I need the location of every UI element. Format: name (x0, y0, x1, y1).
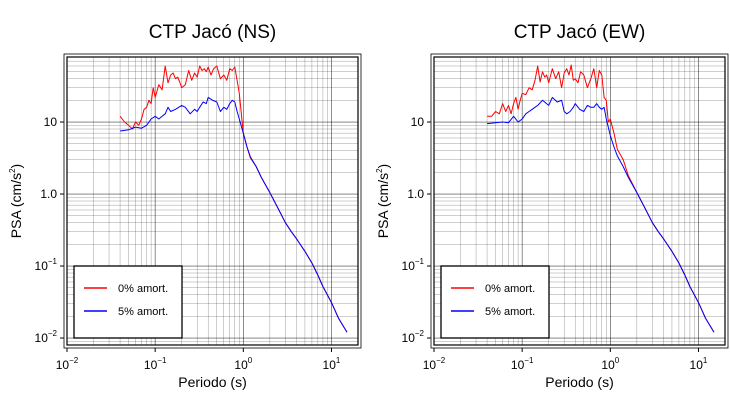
x-tick-label-exp: 0 (248, 356, 253, 365)
y-tick-label-exp: −2 (48, 329, 58, 338)
x-tick-label-base: 10 (511, 358, 525, 372)
x-tick-label-exp: −1 (524, 356, 534, 365)
grid (66, 56, 359, 346)
y-tick-label-base: 10 (35, 331, 49, 345)
y-axis-label-main: PSA (cm/s (375, 173, 391, 238)
y-axis-label: PSA (cm/s2) (375, 164, 391, 238)
y-tick-label-exp: −1 (415, 257, 425, 266)
x-tick-label: 101 (323, 356, 341, 372)
legend: 0% amort. 5% amort. (73, 265, 183, 339)
y-tick-label-base: 10 (35, 259, 49, 273)
x-tick-label-exp: −1 (157, 356, 167, 365)
plot-frame-outer (430, 53, 729, 349)
y-tick-label: 10−1 (402, 257, 425, 273)
y-axis-label-main: PSA (cm/s (8, 173, 24, 238)
plot-frame (433, 56, 726, 346)
legend-box (440, 265, 550, 339)
x-tick-label-base: 10 (601, 358, 615, 372)
x-tick-label-base: 10 (144, 358, 158, 372)
legend-box (73, 265, 183, 339)
y-tick-label-exp: −1 (48, 257, 58, 266)
x-tick-label-base: 10 (323, 358, 337, 372)
series-line (120, 96, 348, 333)
y-tick-label-base: 10 (402, 259, 416, 273)
y-axis-label: PSA (cm/s2) (8, 164, 24, 238)
y-tick-label: 10−2 (402, 329, 425, 345)
y-tick-label-exp: −2 (415, 329, 425, 338)
y-tick-label: 10−2 (35, 329, 58, 345)
y-tick-label: 1.0 (407, 187, 424, 201)
y-tick-label-base: 10 (402, 331, 416, 345)
plot-frame (66, 56, 359, 346)
y-tick-label: 10−1 (35, 257, 58, 273)
x-tick-label: 100 (234, 356, 252, 372)
legend-label: 5% amort. (485, 306, 535, 318)
legend: 0% amort. 5% amort. (440, 265, 550, 339)
legend-label: 5% amort. (118, 306, 168, 318)
chart-title: CTP Jacó (EW) (514, 22, 646, 43)
x-tick-label: 10−1 (511, 356, 534, 372)
legend-label: 0% amort. (118, 283, 168, 295)
x-tick-label-exp: 1 (336, 356, 341, 365)
x-tick-label-exp: 0 (615, 356, 620, 365)
x-tick-label-base: 10 (423, 358, 437, 372)
x-tick-label: 101 (690, 356, 708, 372)
x-tick-label: 10−1 (144, 356, 167, 372)
x-tick-label-exp: 1 (703, 356, 708, 365)
x-tick-label-exp: −2 (436, 356, 446, 365)
y-tick-label: 1.0 (40, 187, 57, 201)
x-tick-label: 100 (601, 356, 619, 372)
y-axis-label-end: ) (8, 164, 24, 169)
x-tick-label-base: 10 (234, 358, 248, 372)
x-tick-label: 10−2 (56, 356, 79, 372)
x-axis-label: Periodo (s) (545, 374, 613, 390)
y-axis-label-sup: 2 (8, 168, 17, 173)
x-tick-label-base: 10 (690, 358, 704, 372)
y-axis-label-sup: 2 (375, 168, 384, 173)
y-tick-label: 10 (44, 115, 58, 129)
x-tick-label-base: 10 (56, 358, 70, 372)
x-axis-label: Periodo (s) (178, 374, 246, 390)
chart-title: CTP Jacó (NS) (149, 22, 276, 43)
y-tick-label: 10 (411, 115, 425, 129)
y-axis-label-end: ) (375, 164, 391, 169)
legend-label: 0% amort. (485, 283, 535, 295)
x-tick-label-exp: −2 (69, 356, 79, 365)
series-line (487, 96, 715, 333)
plot-frame-outer (63, 53, 362, 349)
x-tick-label: 10−2 (423, 356, 446, 372)
